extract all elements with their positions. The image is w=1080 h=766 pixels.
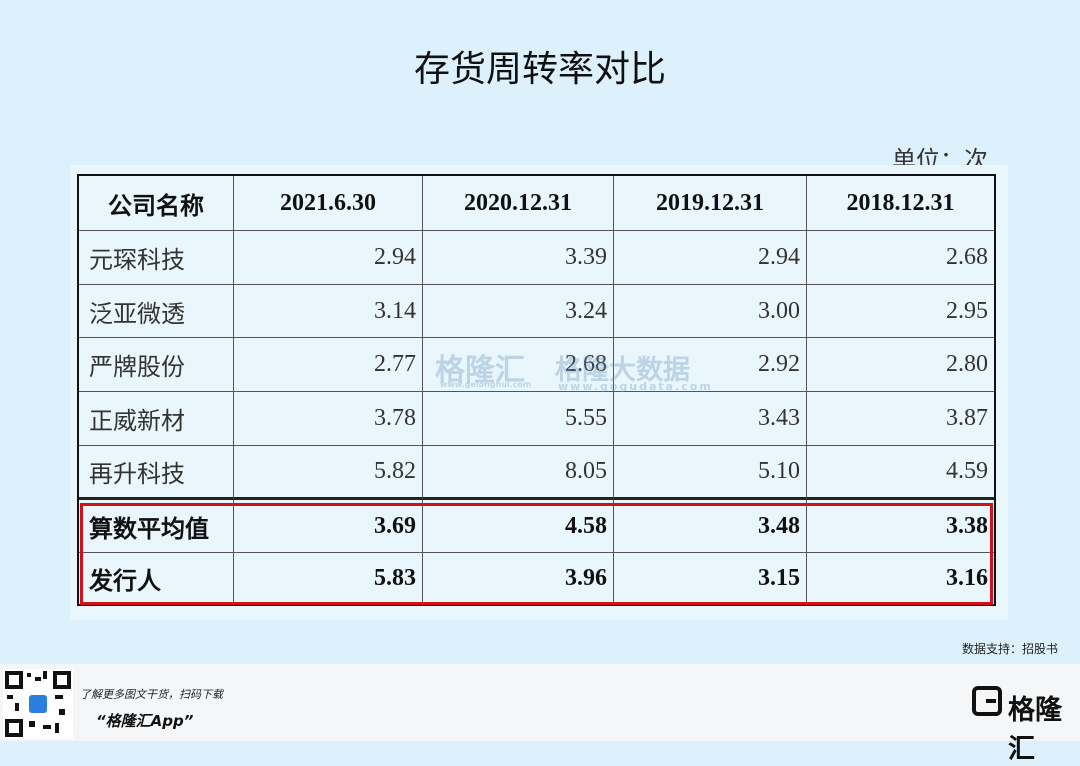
header-cell: 2018.12.31 [807, 176, 994, 231]
table-cell: 3.15 [614, 553, 807, 604]
table-cell: 2.77 [234, 338, 423, 392]
table-cell: 泛亚微透 [79, 285, 234, 338]
watermark: www.gogudata.com [558, 380, 713, 393]
table-cell: 发行人 [79, 553, 234, 604]
table-cell: 2.68 [807, 231, 994, 285]
table-cell: 再升科技 [79, 446, 234, 500]
table-cell: 正威新材 [79, 392, 234, 446]
header-cell: 2020.12.31 [423, 176, 614, 231]
table-cell: 8.05 [423, 446, 614, 500]
table-cell: 3.16 [946, 565, 988, 591]
table-cell: 2.80 [807, 338, 994, 392]
watermark: 格隆大数据 [555, 355, 690, 386]
table-cell: 3.43 [614, 392, 807, 446]
table-cell: 3.38 [807, 500, 994, 553]
table-cell: 2.68 [423, 338, 614, 392]
table-cell: 3.87 [807, 392, 994, 446]
qr-code [3, 669, 73, 739]
table-cell: 3.14 [234, 285, 423, 338]
table-cell: 4.58 [423, 500, 614, 553]
table-cell: 3.69 [234, 500, 423, 553]
footer-app: “格隆汇App” [96, 712, 194, 730]
header-cell: 2021.6.30 [234, 176, 423, 231]
table-cell: 2.94 [614, 231, 807, 285]
footer [0, 664, 1080, 741]
header-cell: 公司名称 [79, 176, 234, 231]
table-cell: 3.78 [234, 392, 423, 446]
watermark: 格隆汇 [435, 353, 525, 388]
table-cell: 4.59 [807, 446, 994, 500]
panel [70, 165, 1008, 620]
footer-logo: 格隆汇 [1008, 695, 1062, 765]
table-cell: 5.83 [234, 553, 423, 604]
title: 存货周转率对比 [413, 49, 666, 90]
table-cell: 2.95 [807, 285, 994, 338]
table-cell: 3.00 [614, 285, 807, 338]
table: 公司名称 2021.6.30 2020.12.31 2019.12.31 2018.12… [77, 174, 996, 606]
table-cell: 2.92 [614, 338, 807, 392]
table-cell: 3.48 [614, 500, 807, 553]
table-cell: 严牌股份 [79, 338, 234, 392]
table-cell: 5.82 [234, 446, 423, 500]
footer-prompt: 了解更多图文干货，扫码下载 [80, 688, 223, 701]
table-cell: 3.96 [423, 553, 614, 604]
table-cell: 2.94 [234, 231, 423, 285]
page: 存货周转率对比 单位：次 公司名称 2021.6.30 2020.12.31 2019… [0, 49, 1080, 765]
header-cell: 2019.12.31 [614, 176, 807, 231]
table-cell: 元琛科技 [79, 231, 234, 285]
logo-icon [972, 686, 1002, 716]
watermark: www.gelonghui.com [440, 380, 532, 389]
table-cell: 5.10 [614, 446, 807, 500]
table-cell: 3.24 [423, 285, 614, 338]
table-cell: 算数平均值 [79, 500, 234, 553]
source: 数据支持：招股书 [961, 642, 1058, 656]
table-cell: 5.55 [423, 392, 614, 446]
table-cell: 3.39 [423, 231, 614, 285]
highlight-box [80, 503, 993, 605]
